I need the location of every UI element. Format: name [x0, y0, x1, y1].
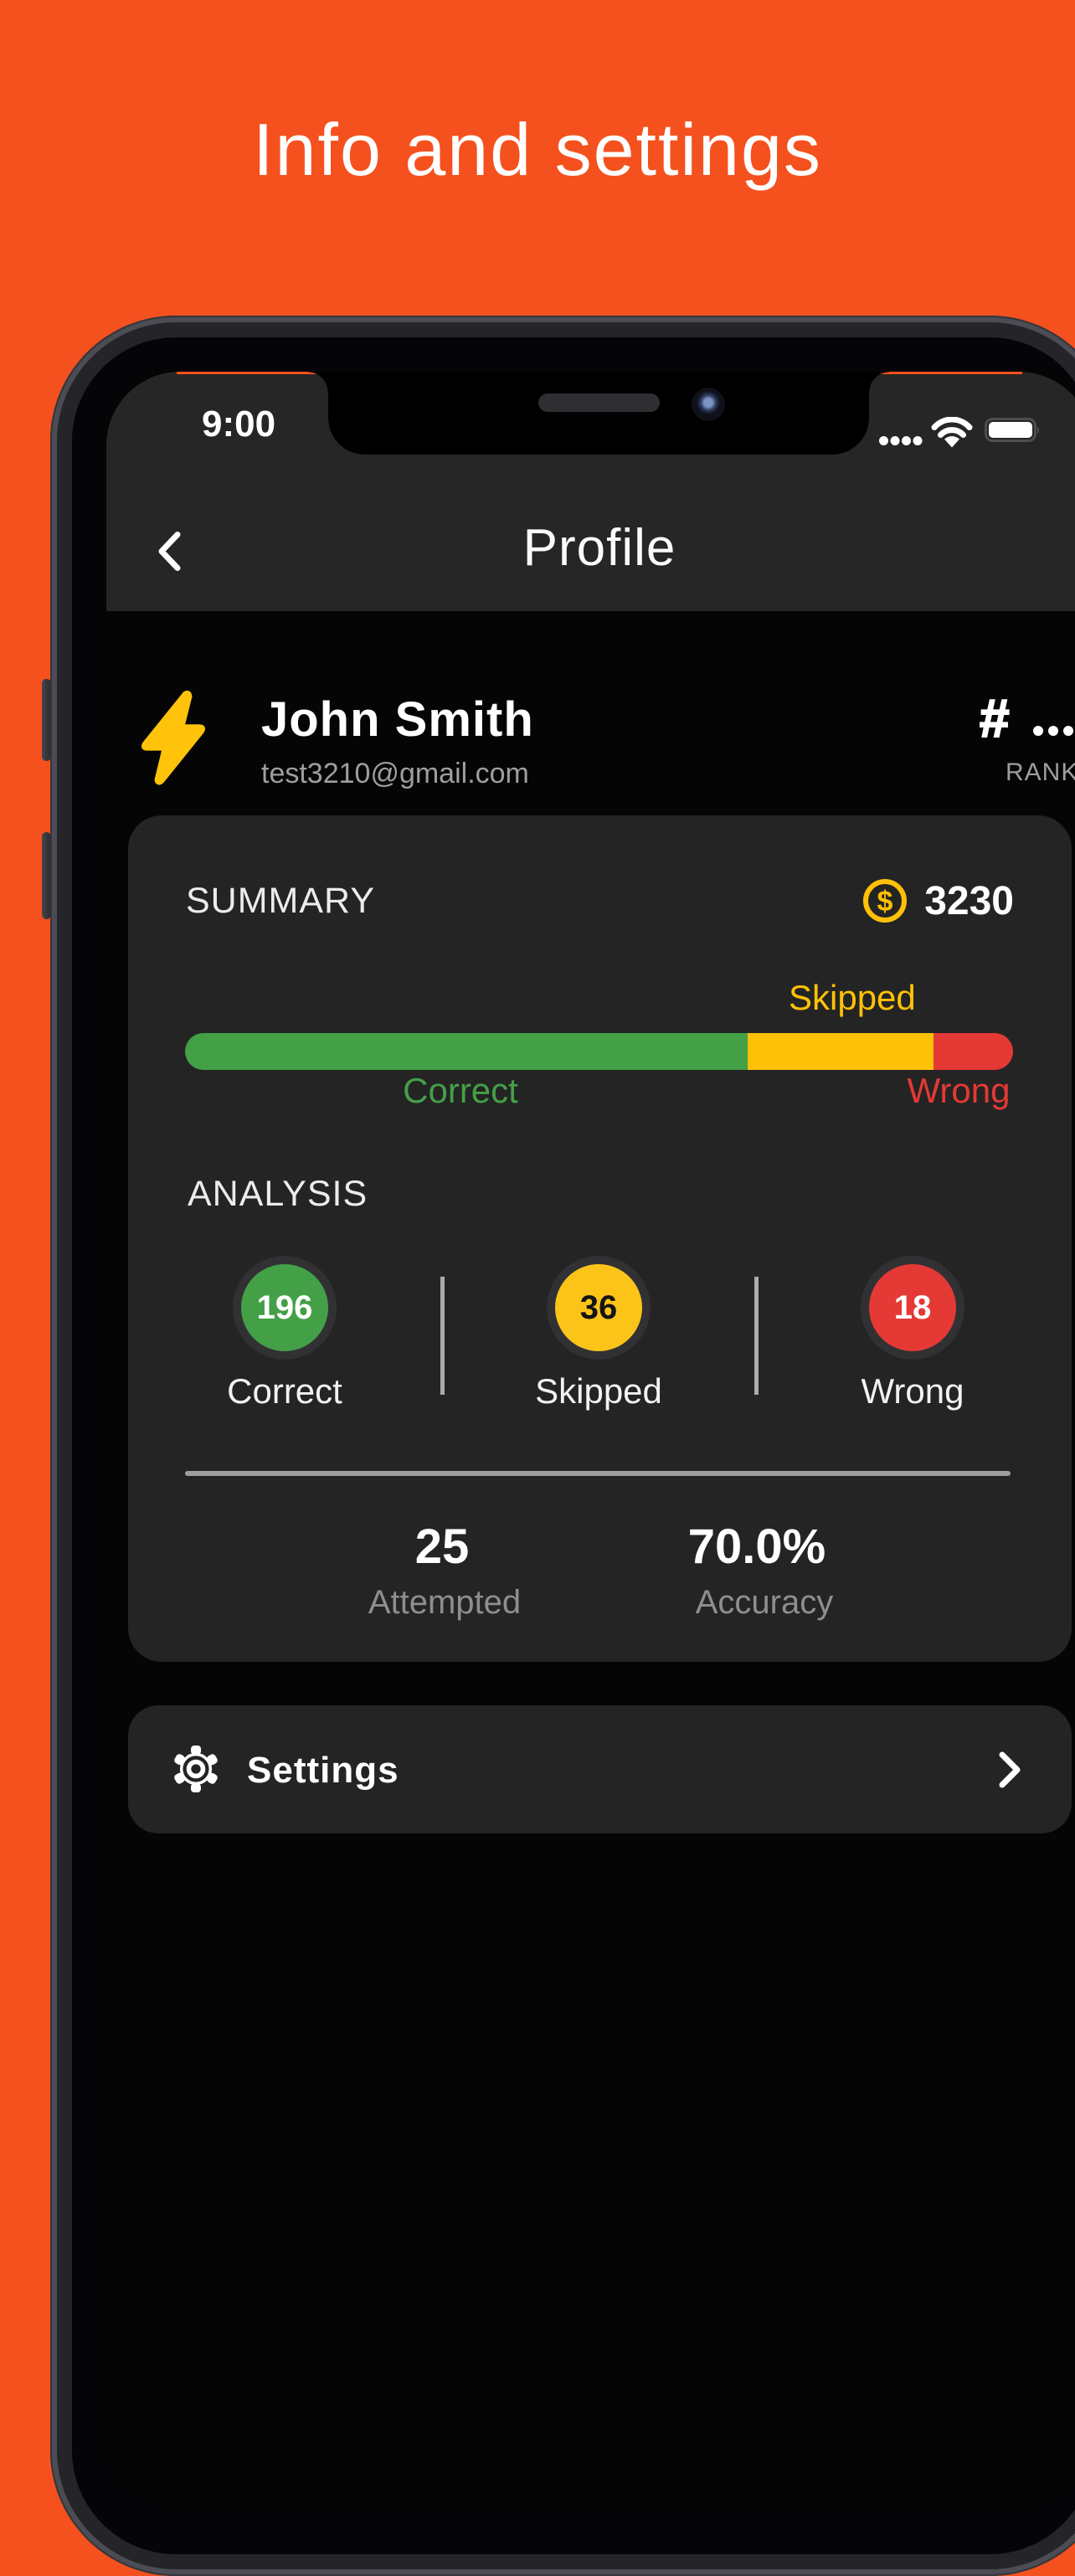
svg-text:$: $	[877, 886, 893, 918]
